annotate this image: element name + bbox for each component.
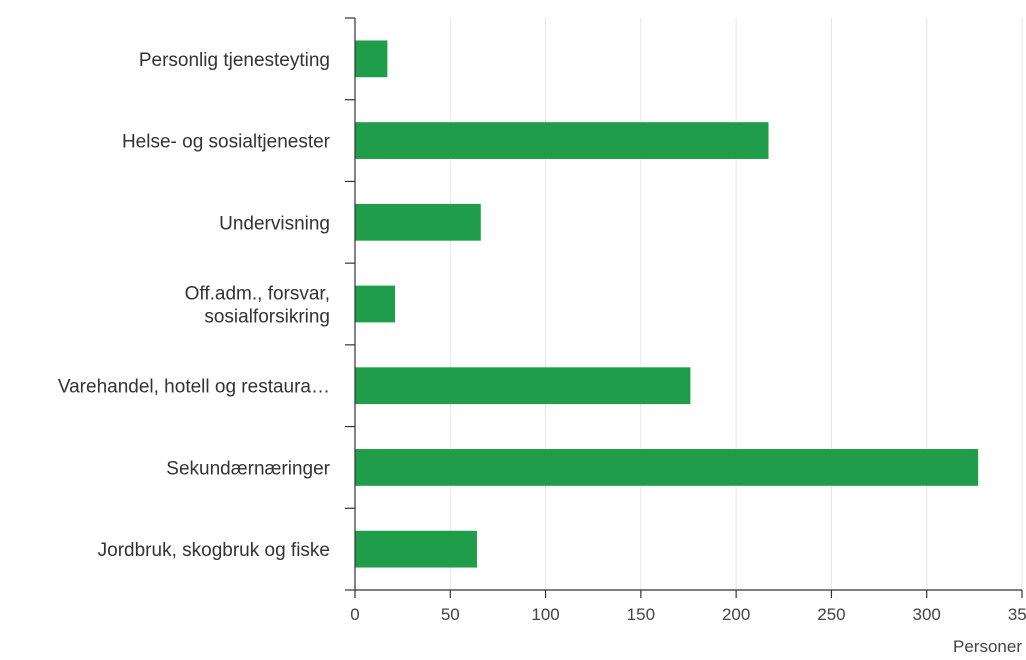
category-label-6: Jordbruk, skogbruk og fiske [98,540,330,561]
bar-2 [355,203,481,241]
x-tick-label-0: 0 [350,605,359,624]
bar-3 [355,285,396,323]
x-axis-title: Personer [953,637,1022,656]
x-tick-label-150: 150 [627,605,655,624]
category-label-2: Undervisning [219,213,330,234]
category-label-4: Varehandel, hotell og restaura… [58,377,330,398]
x-tick-label-350: 350 [1008,605,1026,624]
bar-5 [355,449,979,486]
bar-1 [355,122,769,159]
bar-6 [355,530,477,568]
x-tick-label-50: 50 [441,605,460,624]
category-label-5: Sekundærnæringer [166,458,330,479]
bar-4 [355,367,691,405]
category-label-3: Off.adm., forsvar, sosialforsikring [185,284,330,328]
x-tick-label-200: 200 [722,605,750,624]
category-label-1: Helse- og sosialtjenester [122,132,331,153]
x-tick-label-100: 100 [531,605,559,624]
category-label-0: Personlig tjenesteyting [139,50,330,71]
bar-0 [355,40,388,78]
x-tick-label-300: 300 [913,605,941,624]
x-tick-label-250: 250 [817,605,845,624]
